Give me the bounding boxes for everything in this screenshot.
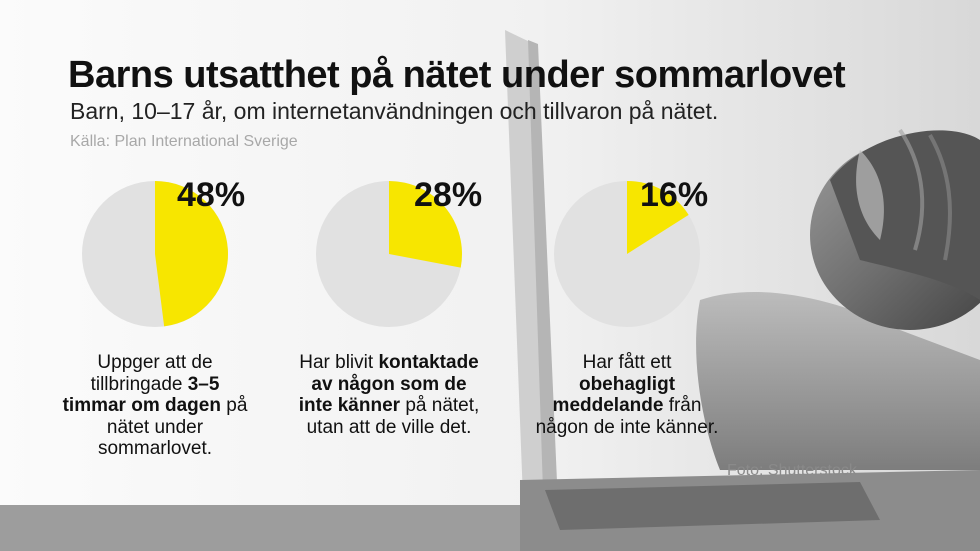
pie-1-description-part: Uppger att de tillbringade <box>90 352 213 395</box>
pie-1-description-part: på nätet under sommarlovet. <box>97 395 248 459</box>
source-note: Källa: Plan International Sverige <box>70 133 298 150</box>
pie-2-description: Har blivit kontaktade av någon som de in… <box>294 352 484 438</box>
pie-2-slice-highlight <box>389 181 462 268</box>
pie-chart-2 <box>316 181 462 327</box>
pie-3-description-part: från någon de inte känner. <box>535 395 719 438</box>
pie-1-slice-highlight <box>155 181 229 327</box>
pie-3-description-part: Har fått ett <box>582 352 672 373</box>
pie-1-description: Uppger att de tillbringade 3–5 timmar om… <box>60 352 250 460</box>
pie-chart-1 <box>82 181 229 327</box>
photo-credit: Foto: Shutterstock <box>727 462 857 479</box>
pie-3-slice-highlight <box>627 181 689 254</box>
pie-2-description-part: på nätet, utan att de ville det. <box>306 395 480 438</box>
pie-2-value-label: 28% <box>414 176 483 214</box>
pie-2-description-part: kontaktade av någon som de inte känner <box>298 352 479 416</box>
pie-1-description-part: 3–5 timmar om dagen <box>62 373 221 417</box>
pie-3-description-part: obehagligt meddelande <box>552 373 676 417</box>
chart-subtitle: Barn, 10–17 år, om internetanvändningen … <box>70 98 719 124</box>
chart-title: Barns utsatthet på nätet under sommarlov… <box>68 54 846 96</box>
pie-3-value-label: 16% <box>640 176 709 214</box>
pie-3-description: Har fått ett obehagligt meddelande från … <box>532 352 722 438</box>
pie-1-value-label: 48% <box>177 176 246 214</box>
pie-chart-3 <box>554 181 700 327</box>
pie-2-description-part: Har blivit <box>299 352 379 373</box>
